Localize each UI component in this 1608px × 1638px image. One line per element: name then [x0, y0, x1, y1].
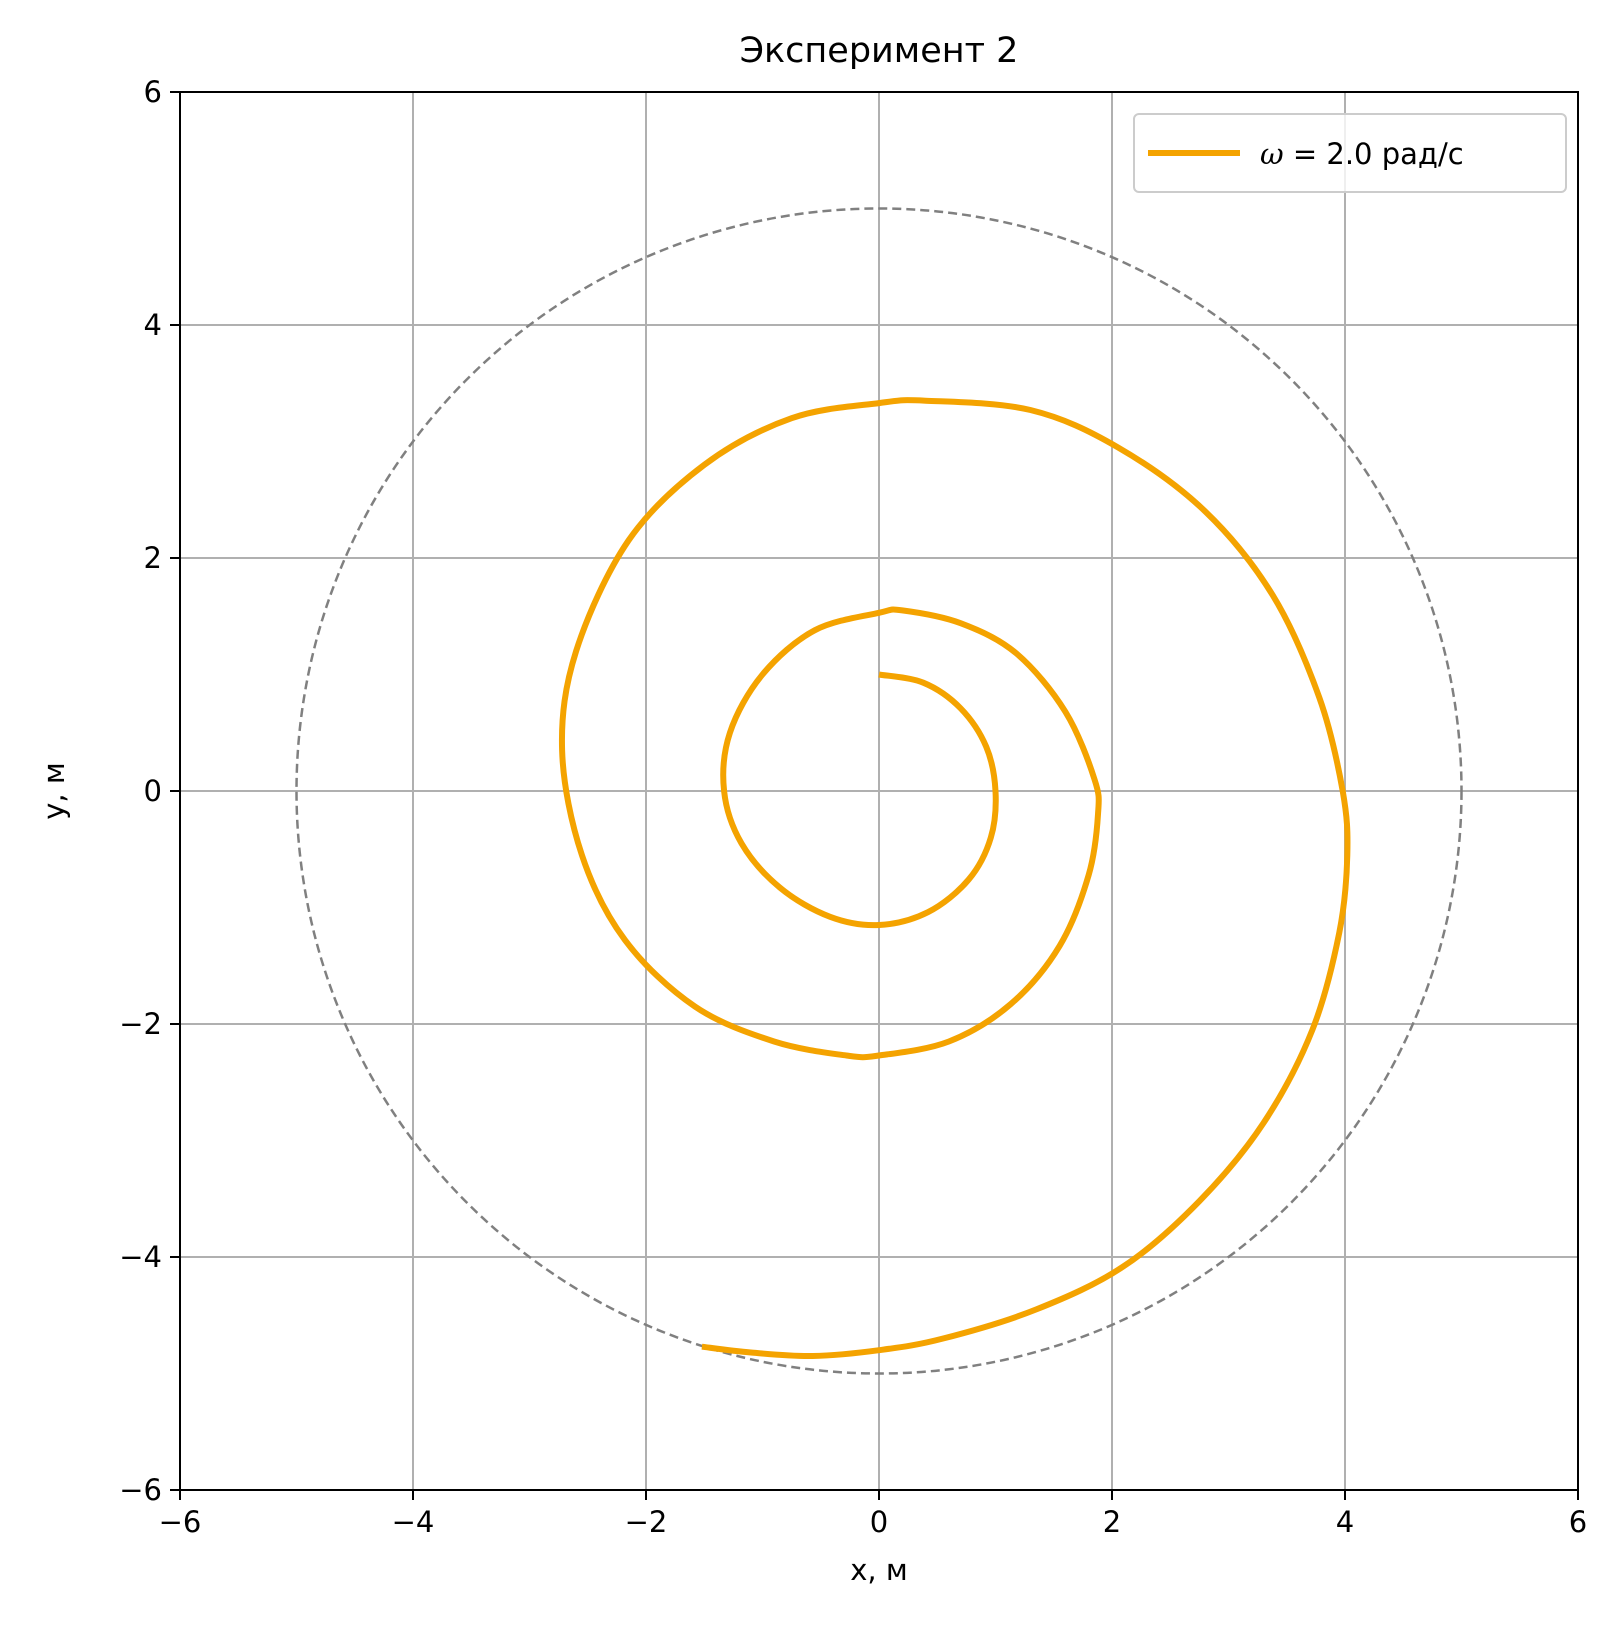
y-tick-label: 2 [144, 541, 162, 575]
y-tick-label: −2 [119, 1007, 162, 1041]
x-tick-label: 4 [1336, 1505, 1354, 1539]
legend-label-rest: = 2.0 рад/с [1284, 137, 1464, 171]
series-line-spiral [558, 397, 1351, 1360]
legend: ω = 2.0 рад/с [1133, 113, 1567, 193]
y-tick-label: −6 [119, 1473, 162, 1507]
axis-ticks: −6 −4 −2 0 2 4 6 −6 −4 −2 0 2 4 6 [119, 75, 1587, 1539]
x-tick-label: −6 [159, 1505, 202, 1539]
boundary-circle-dashed [295, 207, 1463, 1375]
x-tick-label: −2 [625, 1505, 668, 1539]
plot-area [295, 207, 1463, 1375]
y-tick-label: −4 [119, 1240, 162, 1274]
x-tick-label: 6 [1569, 1505, 1587, 1539]
y-tick-label: 4 [144, 308, 162, 342]
x-tick-label: 0 [870, 1505, 888, 1539]
y-tick-label: 0 [144, 774, 162, 808]
chart-title: Эксперимент 2 [740, 31, 1019, 71]
legend-omega-symbol: ω [1260, 137, 1284, 171]
legend-label: ω = 2.0 рад/с [1260, 137, 1464, 171]
x-tick-label: 2 [1103, 1505, 1121, 1539]
y-tick-label: 6 [144, 75, 162, 109]
x-tick-label: −4 [392, 1505, 435, 1539]
x-axis-label: x, м [850, 1553, 907, 1587]
legend-box [1133, 113, 1567, 193]
y-axis-label: y, м [37, 762, 71, 819]
